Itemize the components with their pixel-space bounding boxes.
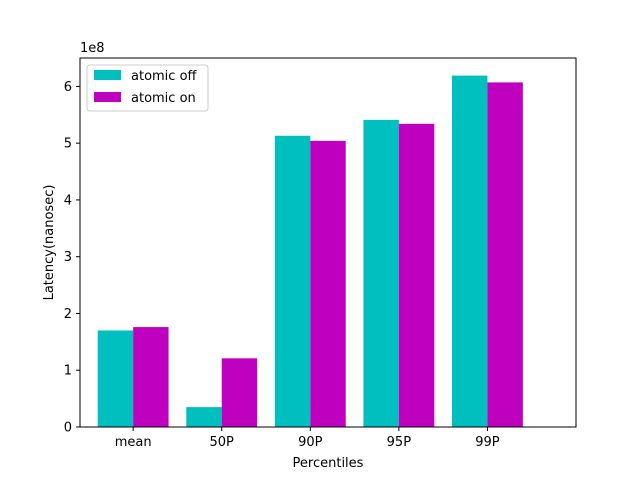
legend-swatch-atomic-on: [94, 92, 121, 102]
x-tick-label: mean: [115, 435, 152, 450]
y-tick-label: 2: [64, 307, 72, 322]
x-axis-label: Percentiles: [293, 456, 364, 471]
y-tick-label: 0: [64, 421, 72, 436]
x-tick-label: 50P: [210, 435, 235, 450]
bar-atomic-on-99P: [487, 82, 523, 427]
bar-atomic-on-mean: [133, 327, 169, 427]
x-axis-ticks: mean 50P 90P 95P 99P: [115, 427, 500, 450]
bar-atomic-on-90P: [310, 140, 346, 427]
y-axis-label: Latency(nanosec): [42, 185, 57, 301]
bar-atomic-off-95P: [363, 119, 399, 427]
y-offset-label: 1e8: [80, 41, 105, 56]
legend-label-atomic-on: atomic on: [131, 91, 196, 106]
y-tick-label: 4: [64, 193, 72, 208]
x-tick-label: 99P: [475, 435, 500, 450]
legend-swatch-atomic-off: [94, 70, 121, 80]
bar-atomic-on-50P: [221, 358, 258, 427]
bars-group: [97, 75, 523, 427]
y-tick-label: 5: [64, 137, 72, 152]
plot-frame: [79, 57, 577, 428]
bar-atomic-off-50P: [186, 407, 222, 427]
x-tick-label: 95P: [387, 435, 412, 450]
y-tick-label: 1: [64, 364, 72, 379]
legend: atomic off atomic on: [86, 64, 209, 112]
bar-atomic-on-95P: [398, 123, 435, 427]
x-tick-label: 90P: [298, 435, 323, 450]
bar-atomic-off-99P: [452, 75, 488, 427]
y-tick-label: 6: [64, 80, 72, 95]
bar-atomic-off-90P: [274, 135, 311, 427]
legend-label-atomic-off: atomic off: [131, 69, 198, 84]
y-tick-label: 3: [64, 250, 72, 265]
bar-atomic-off-mean: [97, 330, 134, 427]
y-axis-ticks: 0 1 2 3 4 5 6: [64, 80, 80, 436]
